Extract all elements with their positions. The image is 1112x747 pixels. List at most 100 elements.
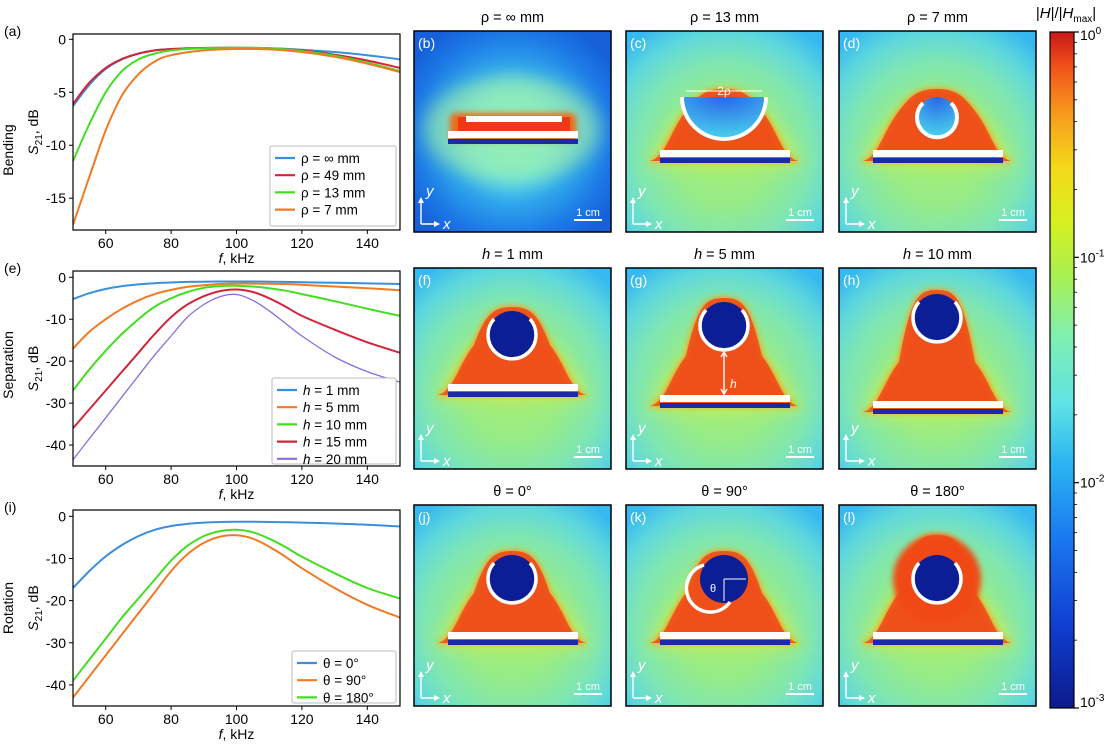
row-label-rotation: Rotation [0,582,16,634]
y-axis-label: y [850,183,860,200]
legend-entry: h = 5 mm [303,400,360,415]
colorbar: |H|/|Hmax| 100 10-1 10-2 10-3 [1036,5,1105,710]
field-map-9: 1 cm yx (l) θ = 180° [838,484,1037,707]
row-label-separation: Separation [0,331,16,399]
legend-entry: h = 15 mm [303,435,367,450]
map-body: 1 cm yx (j) [414,505,611,707]
series-line-2 [73,534,400,699]
map-body: 2ρ 1 cm yx (c) [626,31,823,232]
panel-letter: (j) [418,509,430,525]
y-axis-label: y [425,657,435,674]
coil [660,158,790,163]
y-axis-label: y [425,183,435,200]
series-line-3 [73,284,400,392]
map-body: h 1 cm yx (g) [626,268,823,470]
x-tick-label: 100 [225,235,249,251]
x-axis-label: f, kHz [219,726,255,742]
panel-letter: (f) [418,272,431,288]
x-tick-label: 140 [356,711,380,727]
x-axis-label: x [654,453,663,470]
map-frame [413,30,612,233]
x-tick-label: 140 [356,471,380,487]
x-axis-arrow-head [859,221,865,227]
map-body: 1 cm yx (h) [839,268,1036,469]
scale-label: 1 cm [576,207,600,219]
scale-label: 1 cm [576,444,600,456]
x-axis-label: x [442,690,451,707]
x-axis-label: x [867,690,876,707]
x-axis-label: f, kHz [219,486,255,502]
map-body: θ 1 cm yx (k) [626,505,823,707]
legend-entry: θ = 0° [323,656,359,671]
map-title: ρ = 7 mm [907,10,968,26]
map-title: θ = 90° [701,484,748,500]
gap-label: h [730,377,737,391]
strip [660,150,790,157]
strip-bottom [448,131,578,138]
y-axis-arrow-head [630,434,636,440]
legend-entry: h = 1 mm [303,383,360,398]
map-frame [413,267,612,470]
strip [873,632,1003,639]
legend-box [291,650,397,704]
x-axis-arrow-head [859,458,865,464]
y-axis-label: y [637,420,647,437]
x-tick-label: 120 [290,711,314,727]
x-tick-label: 120 [290,471,314,487]
x-axis-label: x [654,690,663,707]
legend-entry: θ = 90° [323,673,366,688]
legend-entry: θ = 180° [323,690,374,705]
field-map-7: 1 cm yx (j) θ = 0° [413,484,612,707]
rolled-strip [698,308,750,352]
x-axis-arrow-head [434,695,440,701]
scale-label: 1 cm [788,681,812,693]
y-axis-label: y [637,183,647,200]
x-axis-arrow-head [434,221,440,227]
x-tick-label: 140 [356,235,380,251]
y-axis-label: y [850,657,860,674]
rolled-strip-interior [700,302,748,350]
field-map-1: 1 cm yx (b) ρ = ∞ mm [413,10,612,233]
coil [660,403,790,408]
coil [873,640,1003,645]
map-title: h = 10 mm [903,247,972,263]
map-body: 1 cm yx (l) [839,505,1036,707]
gap-arrow-head-bottom [720,388,728,396]
map-frame [838,267,1037,470]
y-tick-label: -10 [46,137,66,153]
x-axis-arrow-head [646,221,652,227]
y-tick-label: -5 [54,84,67,100]
rolled-strip [486,561,538,605]
x-axis-label: x [867,216,876,233]
scale-label: 1 cm [1001,207,1025,219]
scale-label: 1 cm [788,207,812,219]
field-map-5: h 1 cm yx (g) h = 5 mm [625,247,824,470]
field-map-6: 1 cm yx (h) h = 10 mm [838,247,1037,470]
rolled-strip-interior [488,555,536,603]
panel-letter: (h) [843,272,860,288]
y-axis-arrow-head [843,671,849,677]
y-axis-label: S21, dB [25,109,45,154]
map-title: θ = 180° [910,484,965,500]
colorbar-tick-label: 10-2 [1080,474,1105,491]
series-line-5 [73,293,400,461]
series-line-3 [73,528,400,682]
y-tick-label: -15 [46,190,66,206]
series-line-1 [73,520,400,589]
map-frame [838,30,1037,233]
colorbar-tick-label: 10-1 [1080,248,1105,265]
field-core-inner [863,290,1011,412]
x-axis-label: x [442,453,451,470]
y-tick-label: -30 [46,635,66,651]
series-line-4 [73,288,400,429]
y-tick-label: -10 [46,550,66,566]
legend: θ = 0° θ = 90° θ = 180° [291,650,397,705]
y-tick-label: -20 [46,353,66,369]
map-title: ρ = 13 mm [690,10,759,26]
bent-strip [915,101,959,140]
panel-letter: (g) [630,272,647,288]
panel-letter: (b) [418,35,435,51]
x-tick-label: 80 [163,235,179,251]
field-map-3: 1 cm yx (d) ρ = 7 mm [838,10,1037,233]
